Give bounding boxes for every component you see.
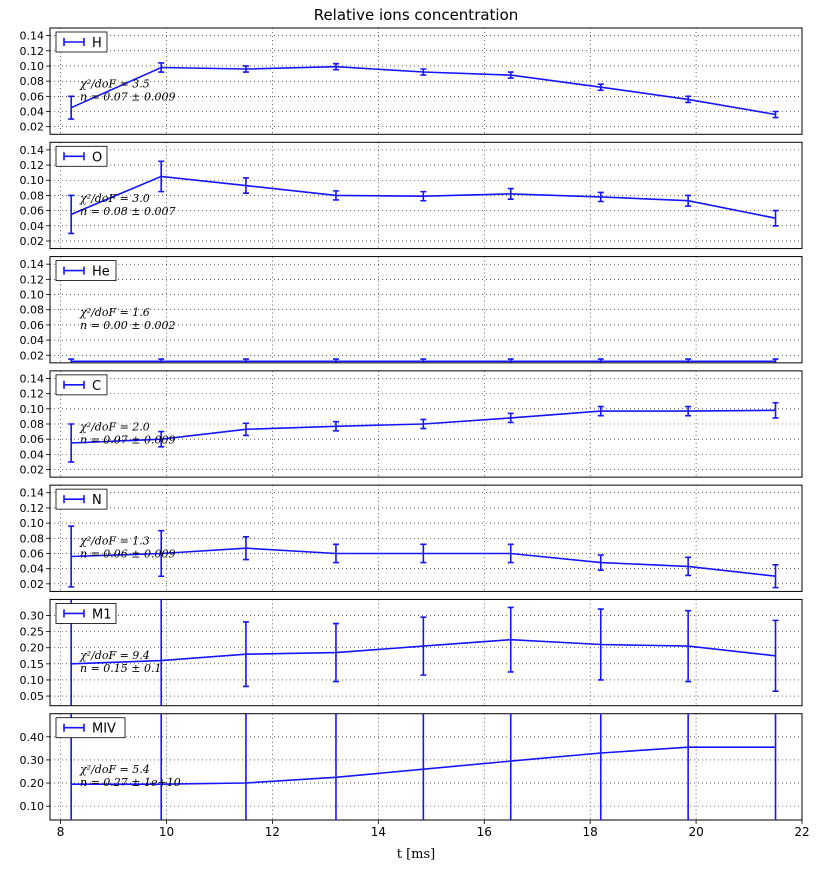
legend-label: N [92,493,102,508]
ytick-label: 0.15 [20,658,45,671]
ytick-label: 0.04 [20,563,45,576]
ytick-label: 0.20 [20,642,45,655]
legend-label: MIV [92,722,116,737]
ytick-label: 0.08 [20,75,45,88]
ytick-label: 0.10 [20,174,45,187]
ytick-label: 0.10 [20,289,45,302]
ytick-label: 0.14 [20,372,45,385]
ytick-label: 0.10 [20,60,45,73]
ytick-label: 0.02 [20,349,45,362]
chi2-annotation: χ²/doF = 9.4 [79,649,150,662]
ytick-label: 0.06 [20,205,45,218]
ytick-label: 0.08 [20,304,45,317]
xtick-label: 8 [57,825,65,839]
legend-label: C [92,379,101,394]
xtick-label: 14 [371,825,386,839]
legend-label: He [92,265,110,280]
ytick-label: 0.30 [20,610,45,623]
ytick-label: 0.08 [20,532,45,545]
ytick-label: 0.30 [20,754,45,767]
ytick-label: 0.04 [20,334,45,347]
chi2-annotation: χ²/doF = 5.4 [79,763,150,776]
ytick-label: 0.20 [20,777,45,790]
ytick-label: 0.08 [20,189,45,202]
panel-H: 0.02 0.04 0.06 0.08 0.10 0.12 0.14 Hχ²/doF = 3.… [20,28,803,134]
ytick-label: 0.12 [20,502,45,515]
x-axis-label: t [ms] [0,847,832,862]
ytick-label: 0.04 [20,106,45,119]
panel-border [50,714,802,820]
chi2-annotation: χ²/doF = 1.6 [79,306,150,319]
plot-svg: 0.02 0.04 0.06 0.08 0.10 0.12 0.14 Hχ²/doF = 3.… [0,0,832,872]
ytick-label: 0.05 [20,690,45,703]
n-annotation: n = 0.07 ± 0.009 [80,91,176,104]
ytick-label: 0.08 [20,418,45,431]
figure: Relative ions concentration 0.02 0.04 0.06… [0,0,832,872]
chi2-annotation: χ²/doF = 3.0 [79,192,150,205]
n-annotation: n = 0.00 ± 0.002 [80,319,176,332]
panel-M1: 0.05 0.10 0.15 0.20 0.25 0.30 M1 χ²/doF = 9.4n … [20,599,803,705]
ytick-label: 0.14 [20,258,45,271]
chi2-annotation: χ²/doF = 1.3 [79,535,150,548]
ytick-label: 0.06 [20,90,45,103]
ytick-label: 0.25 [20,626,45,639]
n-annotation: n = 0.15 ± 0.1 [80,662,162,675]
panel-MIV: 0.10 0.20 0.30 0.40 8 10 12 14 16 18 20 22 MIV χ²/doF… [20,714,810,839]
panel-C: 0.02 0.04 0.06 0.08 0.10 0.12 0.14 Cχ²/doF = 2.… [20,371,803,477]
figure-title: Relative ions concentration [0,6,832,24]
chi2-annotation: χ²/doF = 2.0 [79,420,150,433]
xtick-label: 16 [477,825,492,839]
ytick-label: 0.12 [20,273,45,286]
panel-O: 0.02 0.04 0.06 0.08 0.10 0.12 0.14 Oχ²/doF = 3.… [20,142,803,248]
ytick-label: 0.06 [20,433,45,446]
n-annotation: n = 0.07 ± 0.009 [80,433,176,446]
ytick-label: 0.10 [20,403,45,416]
n-annotation: n = 0.08 ± 0.007 [80,205,176,218]
ytick-label: 0.12 [20,159,45,172]
ytick-label: 0.12 [20,45,45,58]
xtick-label: 18 [583,825,598,839]
n-annotation: n = 0.06 ± 0.009 [80,548,176,561]
ytick-label: 0.02 [20,578,45,591]
legend-label: M1 [92,607,112,622]
ytick-label: 0.02 [20,235,45,248]
ytick-label: 0.04 [20,220,45,233]
chi2-annotation: χ²/doF = 3.5 [79,78,150,91]
ytick-label: 0.14 [20,30,45,43]
xtick-label: 22 [794,825,809,839]
ytick-label: 0.02 [20,464,45,477]
ytick-label: 0.10 [20,674,45,687]
ytick-label: 0.06 [20,547,45,560]
n-annotation: n = 0.27 ± 1e+10 [80,776,181,789]
ytick-label: 0.06 [20,319,45,332]
ytick-label: 0.14 [20,144,45,157]
xtick-label: 20 [688,825,703,839]
ytick-label: 0.04 [20,448,45,461]
panel-He: 0.02 0.04 0.06 0.08 0.10 0.12 0.14 He χ²/doF = 1… [20,257,803,363]
legend-label: O [92,150,102,165]
ytick-label: 0.40 [20,731,45,744]
panel-N: 0.02 0.04 0.06 0.08 0.10 0.12 0.14 Nχ²/doF = 1.… [20,485,803,591]
ytick-label: 0.10 [20,517,45,530]
ytick-label: 0.12 [20,388,45,401]
ytick-label: 0.14 [20,487,45,500]
xtick-label: 10 [159,825,174,839]
xtick-label: 12 [265,825,280,839]
ytick-label: 0.10 [20,800,45,813]
legend-label: H [92,36,102,51]
ytick-label: 0.02 [20,121,45,134]
